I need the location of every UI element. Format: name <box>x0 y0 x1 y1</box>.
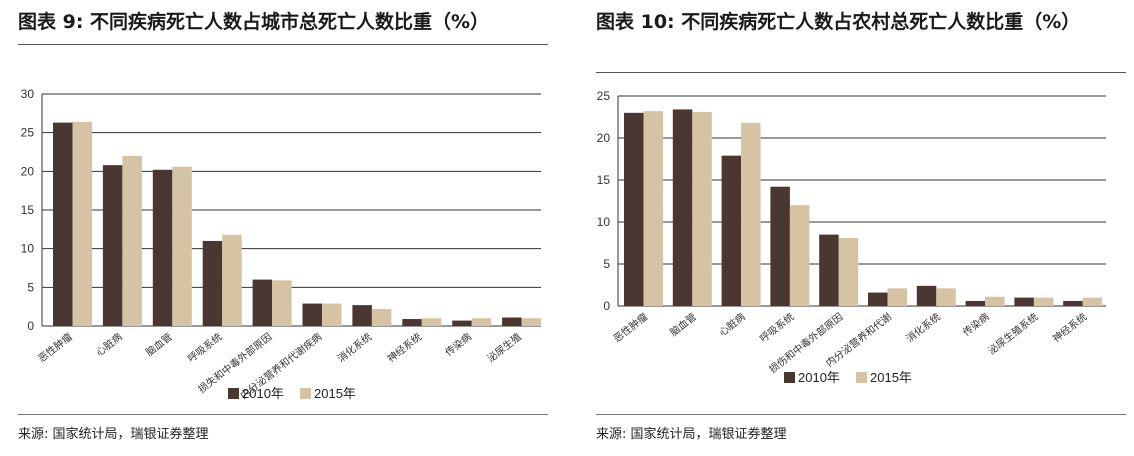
bar <box>1082 297 1103 306</box>
chart-panel-right: 图表 10: 不同疾病死亡人数占农村总死亡人数比重（%） 0 5 10 15 20 25 恶… <box>578 0 1134 456</box>
bar <box>322 303 342 326</box>
y-tick-label: 10 <box>597 215 611 229</box>
legend-label: 2015年 <box>870 370 912 385</box>
category-label: 心脏病 <box>716 310 748 339</box>
bar <box>868 292 888 306</box>
y-tick-label: 30 <box>21 87 35 101</box>
category-label: 消化系统 <box>903 310 943 345</box>
bar <box>72 121 92 326</box>
y-tick-label: 0 <box>27 319 34 333</box>
bar <box>643 111 663 306</box>
legend-label: 2015年 <box>314 386 356 401</box>
bar <box>1033 297 1054 306</box>
chart-title: 图表 9: 不同疾病死亡人数占城市总死亡人数比重（%） <box>18 11 490 33</box>
bar <box>672 109 693 306</box>
y-tick-label: 15 <box>597 173 611 187</box>
bar <box>887 288 907 306</box>
category-label: 消化系统 <box>335 330 375 365</box>
bar <box>352 305 372 326</box>
y-tick-label: 25 <box>21 126 35 140</box>
category-label: 泌尿生殖系统 <box>985 310 1040 357</box>
bar <box>965 300 986 306</box>
legend-swatch <box>784 372 795 383</box>
bar <box>452 320 472 326</box>
title-rule <box>18 44 548 45</box>
bar <box>1063 300 1083 306</box>
bar <box>302 303 322 326</box>
category-label: 传染病 <box>960 310 992 339</box>
y-tick-label: 0 <box>603 299 610 313</box>
category-label: 呼吸系统 <box>757 310 797 345</box>
legend-swatch <box>856 372 867 383</box>
bar <box>789 205 810 306</box>
bar <box>202 240 223 326</box>
bar <box>102 165 123 326</box>
source-rule <box>18 414 548 415</box>
bar <box>936 288 956 306</box>
bar <box>521 318 542 326</box>
category-label: 脑血管 <box>667 310 699 339</box>
legend-swatch <box>300 388 311 399</box>
y-tick-label: 5 <box>27 280 34 294</box>
category-label: 传染病 <box>442 330 474 359</box>
source-note: 来源: 国家统计局，瑞银证券整理 <box>18 427 209 442</box>
y-tick-label: 15 <box>21 203 35 217</box>
bar <box>371 308 392 326</box>
title-rule <box>596 72 1126 73</box>
legend-swatch <box>228 388 239 399</box>
category-label: 神经系统 <box>385 330 425 365</box>
bar <box>222 234 242 326</box>
y-tick-label: 20 <box>21 164 35 178</box>
chart-title: 图表 10: 不同疾病死亡人数占农村总死亡人数比重（%） <box>596 11 1081 33</box>
legend-label: 2010年 <box>798 370 840 385</box>
bar <box>122 155 142 326</box>
source-note: 来源: 国家统计局，瑞银证券整理 <box>596 427 787 442</box>
bar <box>721 155 742 306</box>
category-label: 神经系统 <box>1050 310 1090 345</box>
source-rule <box>596 414 1126 415</box>
category-label: 恶性肿瘤 <box>611 310 651 345</box>
bar <box>172 166 192 326</box>
bar <box>53 122 73 326</box>
bar <box>502 317 522 326</box>
bar <box>152 169 173 326</box>
bar <box>272 280 292 326</box>
bar <box>741 122 761 306</box>
bar <box>252 279 273 326</box>
y-tick-label: 20 <box>597 131 611 145</box>
y-tick-label: 10 <box>21 242 35 256</box>
bar <box>1014 297 1034 306</box>
bar <box>838 237 859 306</box>
bar <box>819 234 839 306</box>
y-tick-label: 25 <box>597 89 611 103</box>
bar <box>624 112 644 306</box>
category-label: 泌尿生殖 <box>484 330 524 365</box>
category-label: 脑血管 <box>143 330 175 359</box>
chart-panel-left: 图表 9: 不同疾病死亡人数占城市总死亡人数比重（%） 0 5 10 15 20 25 30… <box>0 0 556 456</box>
legend-label: 2010年 <box>242 386 284 401</box>
bar <box>421 318 442 326</box>
bar <box>985 296 1005 306</box>
category-label: 恶性肿瘤 <box>35 330 75 365</box>
bar <box>770 186 790 306</box>
bar <box>916 285 937 306</box>
bar <box>402 319 422 326</box>
bar <box>471 318 492 326</box>
y-tick-label: 5 <box>603 257 610 271</box>
category-label: 呼吸系统 <box>185 330 225 365</box>
bar <box>692 111 712 307</box>
category-label: 心脏病 <box>93 330 125 359</box>
